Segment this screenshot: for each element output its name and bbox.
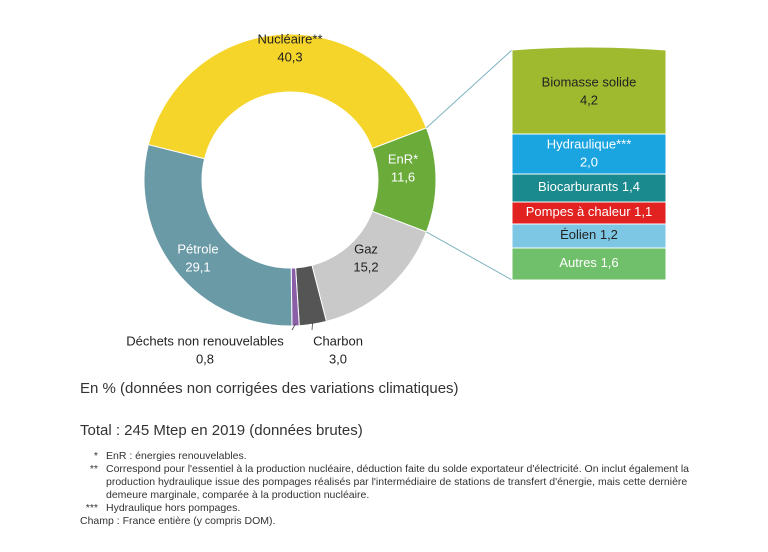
footnote-marker: * (93, 450, 98, 462)
total-note: Total : 245 Mtep en 2019 (données brutes… (80, 422, 363, 439)
segment-label: Autres 1,6 (559, 255, 618, 270)
footnotes: * EnR : énergies renouvelables. ** Correspo… (60, 450, 700, 528)
segment-name: Pompes à chaleur (526, 204, 631, 219)
footnote-text: EnR : énergies renouvelables. (106, 450, 247, 462)
connector (426, 231, 513, 281)
leader-line (291, 323, 296, 331)
segment-value: 1,2 (600, 227, 618, 242)
chart: Nucléaire** 40,3 EnR* 11,6 Gaz 15,2 Charbon 3,0… (126, 31, 667, 366)
scope-note: Champ : France entière (y compris DOM). (80, 515, 276, 527)
segment-label: Pompes à chaleur 1,1 (526, 204, 652, 219)
footnote-text: Correspond pour l'essentiel à la product… (106, 463, 690, 501)
donut-slice (143, 144, 293, 327)
unit-note: En % (données non corrigées des variatio… (80, 380, 459, 397)
slice-value: 3,0 (329, 351, 347, 366)
footnote: *** Hydraulique hors pompages. (60, 502, 700, 515)
slice-label: Gaz (354, 241, 378, 256)
segment-label: Éolien 1,2 (560, 227, 618, 242)
slice-label: Pétrole (177, 241, 218, 256)
segment-value: 1,1 (634, 204, 652, 219)
slice-value: 11,6 (391, 169, 415, 184)
donut-slice (147, 33, 428, 160)
footnote-text: Hydraulique hors pompages. (106, 502, 241, 514)
segment-label: Biomasse solide (542, 74, 637, 89)
segment-value: 1,6 (601, 255, 619, 270)
breakdown-segment (511, 46, 667, 135)
leader-line (311, 322, 314, 331)
footnote-marker: ** (89, 463, 98, 475)
connector (426, 49, 513, 129)
footnote: ** Correspond pour l'essentiel à la produ… (60, 463, 700, 502)
segment-name: Autres (559, 255, 597, 270)
slice-value: 40,3 (277, 49, 302, 64)
footnote: * EnR : énergies renouvelables. (60, 450, 700, 463)
segment-value: 1,4 (622, 179, 640, 194)
segment-value: 2,0 (580, 154, 598, 169)
footnote-marker: *** (85, 502, 98, 514)
segment-name: Biocarburants (538, 179, 619, 194)
breakdown-segment (511, 247, 667, 281)
slice-label: Nucléaire** (257, 31, 322, 46)
segment-value: 4,2 (580, 92, 598, 107)
slice-value: 0,8 (196, 351, 214, 366)
segment-label: Biocarburants 1,4 (538, 179, 640, 194)
slice-label: EnR* (388, 151, 418, 166)
slice-value: 29,1 (185, 259, 210, 274)
slice-value: 15,2 (353, 259, 378, 274)
slice-label: Charbon (313, 333, 363, 348)
slice-label: Déchets non renouvelables (126, 333, 284, 348)
segment-name: Éolien (560, 227, 596, 242)
segment-label: Hydraulique*** (547, 136, 632, 151)
